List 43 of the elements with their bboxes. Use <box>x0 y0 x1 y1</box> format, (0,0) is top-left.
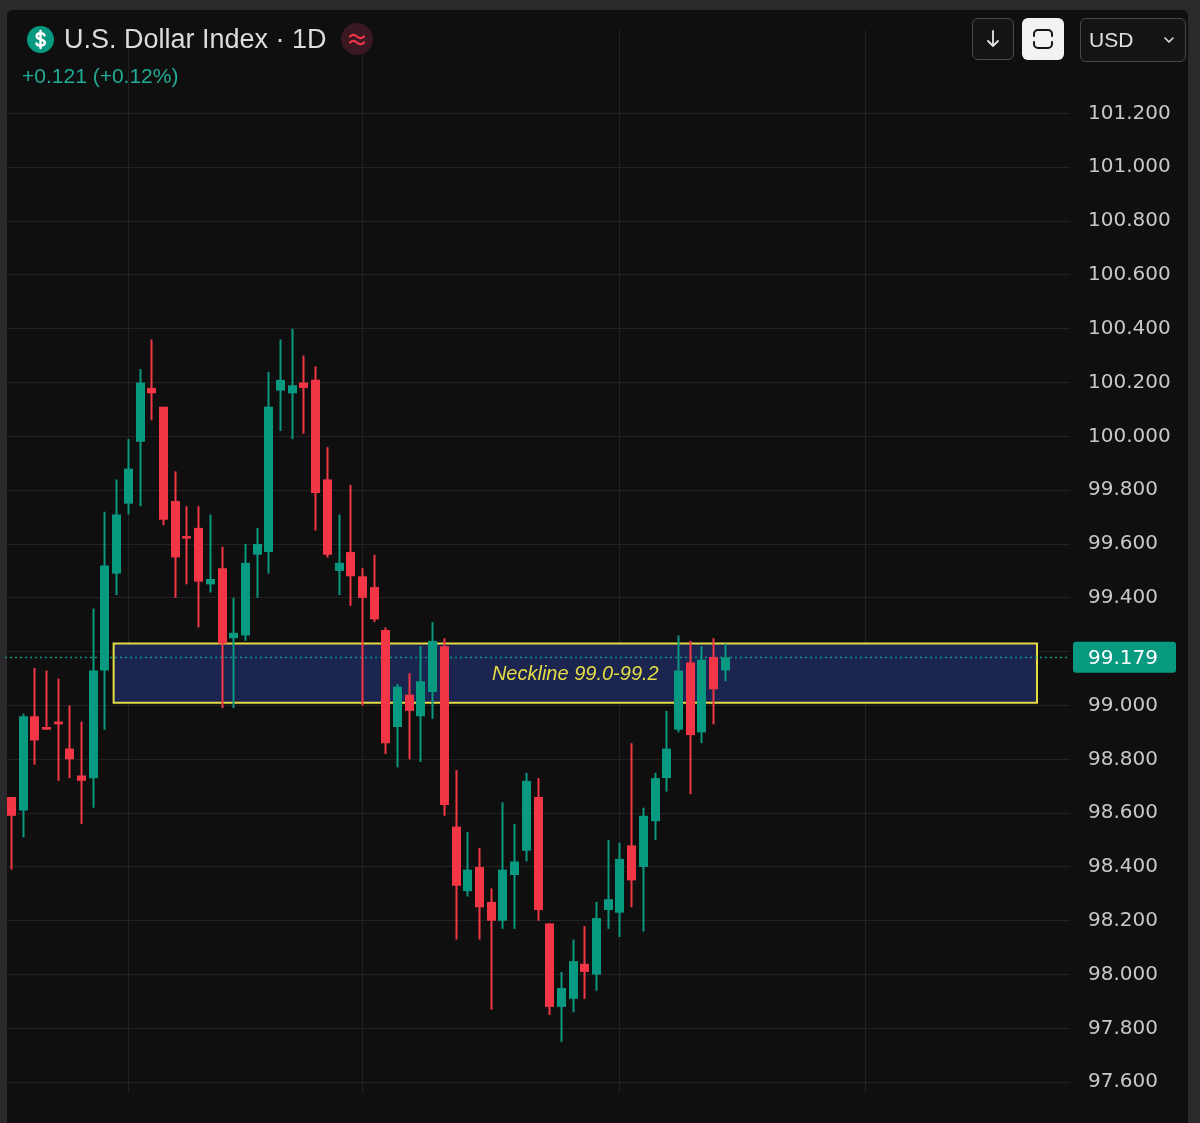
y-tick-label: 100.800 <box>1088 207 1171 232</box>
y-tick-label: 97.800 <box>1088 1014 1158 1039</box>
candlestick <box>182 505 191 586</box>
y-tick-label: 100.400 <box>1088 314 1171 339</box>
y-tick-label: 98.000 <box>1088 960 1158 985</box>
candlestick <box>604 839 613 930</box>
y-tick-label: 100.200 <box>1088 368 1171 393</box>
y-tick-label: 101.200 <box>1088 99 1171 124</box>
currency-dropdown: USD <box>1080 18 1186 62</box>
y-tick-label: 101.000 <box>1088 153 1171 178</box>
candlestick <box>358 567 367 707</box>
candlestick <box>42 669 51 731</box>
candlestick <box>405 672 414 761</box>
candlestick <box>253 526 262 599</box>
candlestick <box>557 970 566 1043</box>
candlestick <box>580 925 589 1000</box>
ref-line-label: 99.179 <box>1088 644 1158 669</box>
candlestick <box>463 830 472 898</box>
candlestick <box>147 338 156 422</box>
y-tick-label: 100.600 <box>1088 261 1171 286</box>
y-tick-label: 97.600 <box>1088 1068 1158 1093</box>
candlestick <box>77 720 86 825</box>
y-tick-label: 98.200 <box>1088 906 1158 931</box>
candlestick <box>335 513 344 597</box>
candlestick <box>487 887 496 1011</box>
text: +0.121 (+0.12%) <box>22 64 179 88</box>
candlestick <box>7 795 16 871</box>
candlestick <box>288 327 297 441</box>
chart-title: U.S. Dollar Index · 1D <box>64 23 327 55</box>
y-tick-label: 98.400 <box>1088 853 1158 878</box>
y-tick-label: 99.000 <box>1088 691 1158 716</box>
candlestick <box>299 354 308 435</box>
candlestick <box>65 704 74 780</box>
y-tick-label: 100.000 <box>1088 422 1171 447</box>
y-tick-label: 99.400 <box>1088 584 1158 609</box>
y-tick-label: 98.800 <box>1088 745 1158 770</box>
candlestick <box>206 513 215 594</box>
y-tick-label: 98.600 <box>1088 799 1158 824</box>
y-tick-label: 99.600 <box>1088 530 1158 555</box>
y-tick-label: 99.800 <box>1088 476 1158 501</box>
candlestick <box>510 822 519 930</box>
candlestick <box>276 338 285 432</box>
band-label: Neckline 99.0-99.2 <box>491 661 659 684</box>
